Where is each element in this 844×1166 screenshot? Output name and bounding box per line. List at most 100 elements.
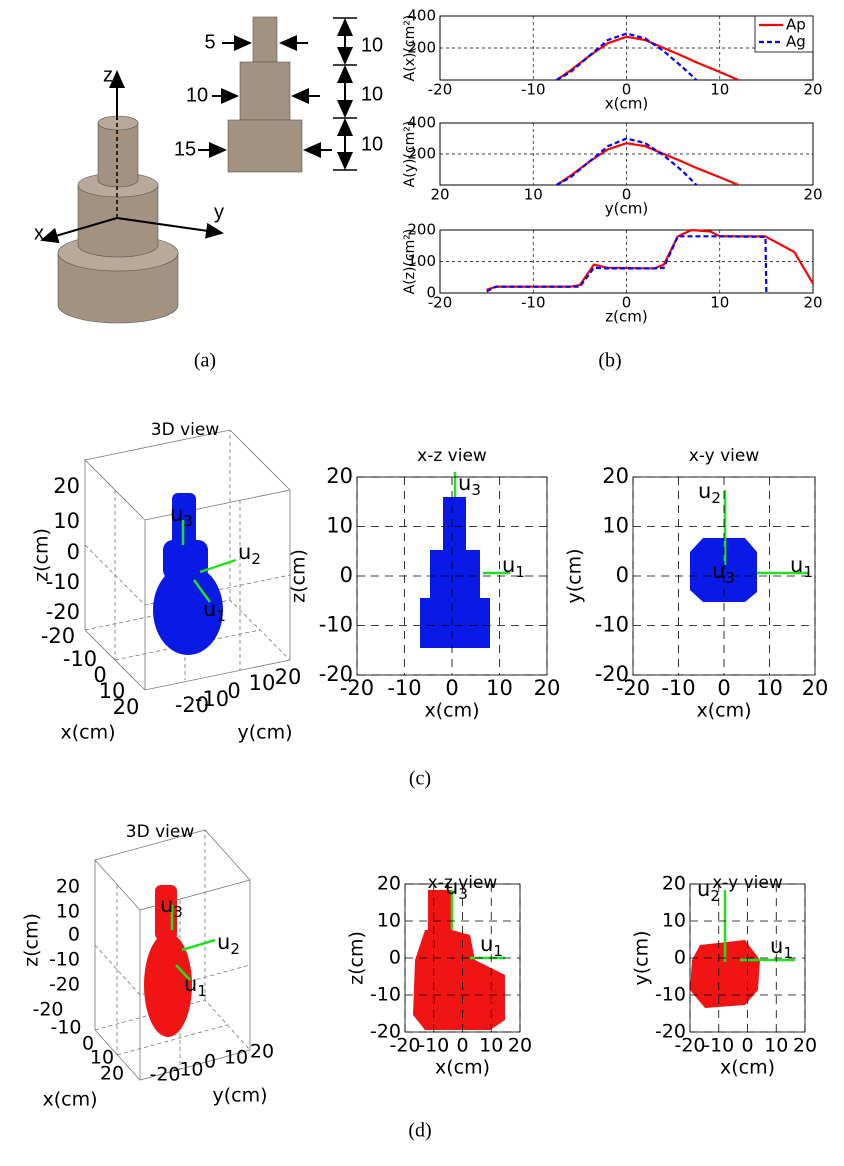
- dimension-label: 10: [361, 83, 383, 105]
- legend-label: Ap: [786, 16, 806, 34]
- vector-symbol: u: [217, 930, 230, 954]
- point-cloud: [690, 940, 760, 1008]
- vector-index: 1: [493, 942, 503, 960]
- vector-symbol: u: [203, 597, 216, 621]
- y-tick-label: 0: [227, 679, 240, 703]
- vector-symbol: u: [445, 875, 458, 899]
- z-tick-label: -20: [46, 600, 80, 624]
- y-tick-label: 0: [340, 563, 353, 587]
- y-tick-label: 10: [326, 514, 353, 538]
- vector-index: 2: [230, 940, 240, 958]
- vector-label: u1: [184, 972, 207, 1000]
- y-axis-label: A(z)(cm²): [402, 229, 418, 295]
- vector-label: u1: [203, 597, 226, 625]
- vector-symbol: u: [770, 934, 783, 958]
- x-tick-label: 10: [90, 1047, 114, 1069]
- x-tick-label: -10: [63, 647, 97, 671]
- view-title: x-z view: [417, 446, 487, 466]
- x-tick-label: -10: [521, 294, 546, 312]
- side-view: [198, 16, 357, 173]
- y-tick-label: -20: [149, 1064, 180, 1086]
- z-axis-label: z(cm): [21, 913, 43, 967]
- dimension-label: 15: [174, 138, 196, 160]
- z-tick-label: 0: [67, 540, 80, 564]
- x-tick-label: -10: [418, 1035, 449, 1057]
- vector-label: u2: [697, 877, 720, 905]
- x-tick-label: 0: [445, 676, 458, 700]
- x-tick-label: 10: [99, 679, 126, 703]
- box-3d: [94, 829, 251, 1081]
- plot-frame: [439, 122, 814, 186]
- vector-index: 3: [458, 885, 468, 903]
- vector-label: u1: [790, 553, 813, 581]
- x-tick-label: 20: [793, 1035, 817, 1057]
- vector-index: 1: [515, 563, 525, 581]
- x-axis-label: x(cm): [435, 1057, 490, 1079]
- view-title: x-z view: [428, 873, 498, 893]
- x-tick-label: 0: [717, 676, 730, 700]
- series-line: [556, 32, 698, 81]
- y-tick-label: 200: [407, 145, 436, 163]
- x-tick-label: 0: [622, 81, 632, 99]
- y-tick-label: -20: [595, 662, 629, 686]
- y-tick-label: 200: [407, 39, 436, 57]
- x-tick-label: 0: [82, 1033, 94, 1055]
- y-tick-label: -20: [319, 662, 353, 686]
- view-title: 3D view: [151, 420, 220, 440]
- x-tick-label: 20: [802, 676, 829, 700]
- x-tick-label: 0: [741, 1035, 753, 1057]
- vector-index: 3: [471, 481, 481, 499]
- z-tick-label: 10: [56, 901, 80, 923]
- y-tick-label: 10: [377, 910, 401, 932]
- view-title: 3D view: [126, 822, 195, 842]
- x-tick-label: -10: [50, 1017, 81, 1039]
- y-tick-label: 0: [389, 947, 401, 969]
- y-axis-label: A(x)(cm²): [402, 15, 418, 82]
- cylinder-3d: [40, 70, 224, 324]
- series-line: [555, 142, 739, 187]
- x-axis-label: x(cm): [696, 700, 751, 722]
- dimension-label: 5: [204, 31, 215, 53]
- series-line: [556, 137, 698, 186]
- x-tick-label: -20: [340, 676, 374, 700]
- x-tick-label: -20: [428, 294, 453, 312]
- y-tick-label: -10: [172, 1059, 203, 1081]
- view-title: x-y view: [689, 446, 760, 466]
- dimension-label: 10: [186, 84, 208, 106]
- y-tick-label: 100: [407, 252, 436, 270]
- legend-box: [754, 15, 814, 53]
- x-tick-label: 0: [456, 1035, 468, 1057]
- series-line: [555, 35, 739, 82]
- vector-index: 1: [216, 607, 226, 625]
- vector-label: u1: [502, 553, 525, 581]
- x-tick-label: 20: [534, 676, 561, 700]
- y-tick-label: 10: [249, 671, 276, 695]
- vector-symbol: u: [170, 502, 183, 526]
- y-tick-label: -10: [655, 984, 686, 1006]
- x-tick-label: -20: [428, 81, 453, 99]
- vector-label: u2: [698, 479, 721, 507]
- x-tick-label: 20: [803, 294, 822, 312]
- vector-label: u3: [445, 875, 468, 903]
- y-tick-label: 20: [602, 464, 629, 488]
- y-axis-label: y(cm): [631, 930, 653, 985]
- legend-label: Ag: [786, 33, 806, 51]
- vector-index: 3: [725, 569, 735, 587]
- x-tick-label: -20: [32, 999, 63, 1021]
- vector-label: u1: [480, 932, 503, 960]
- y-tick-label: 0: [426, 284, 436, 302]
- vector-label: u1: [770, 934, 793, 962]
- principal-axes: [723, 490, 810, 575]
- z-tick-label: 20: [53, 474, 80, 498]
- caption: (d): [408, 1120, 431, 1142]
- z-tick-label: -10: [49, 949, 80, 971]
- vector-symbol: u: [790, 553, 803, 577]
- z-tick-label: 10: [53, 509, 80, 533]
- y-tick-label: -20: [175, 693, 209, 717]
- dimension-label: 10: [361, 133, 383, 155]
- x-tick-label: 20: [430, 186, 449, 204]
- y-tick-label: 0: [616, 563, 629, 587]
- vector-symbol: u: [238, 540, 251, 564]
- x-tick-label: 10: [524, 186, 543, 204]
- point-cloud: [690, 538, 757, 602]
